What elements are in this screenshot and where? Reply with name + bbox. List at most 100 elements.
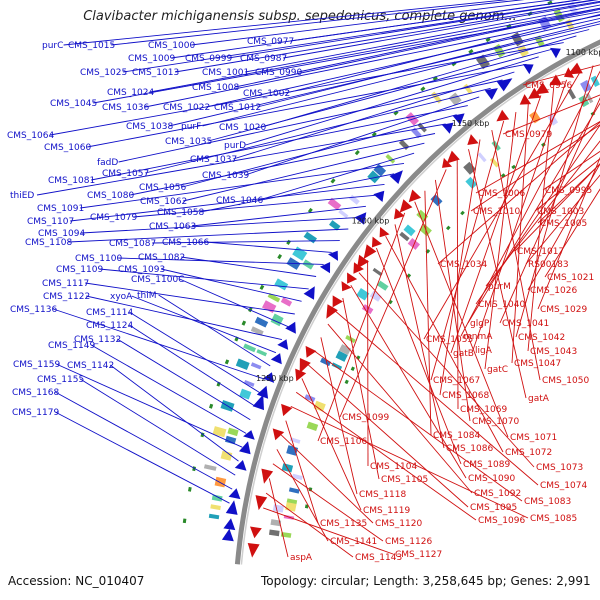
forward-gene-label[interactable]: CMS_1079	[90, 213, 137, 223]
forward-gene-label[interactable]: CMS_1082	[138, 253, 185, 263]
forward-gene-label[interactable]: CMS_1108	[25, 238, 72, 248]
reverse-gene-label[interactable]: CMS_0979	[505, 130, 552, 140]
reverse-gene-label[interactable]: CMS_1005	[540, 219, 587, 229]
reverse-gene-label[interactable]: CMS_1010	[473, 207, 520, 217]
reverse-gene-label[interactable]: CMS_1095	[470, 503, 517, 513]
reverse-gene-label[interactable]: CMS_1118	[359, 490, 406, 500]
forward-gene-label[interactable]: CMS_1087	[109, 239, 156, 249]
reverse-gene-label[interactable]: CMS_1070	[472, 417, 519, 427]
forward-gene-label[interactable]: CMS_1168	[12, 388, 59, 398]
forward-gene-label[interactable]: CMS_1100C	[131, 275, 184, 285]
forward-gene-label[interactable]: CMS_1109	[56, 265, 103, 275]
forward-gene-label[interactable]: CMS_1117	[42, 279, 89, 289]
reverse-gene-label[interactable]: CMS_1089	[463, 460, 510, 470]
forward-gene-label[interactable]: CMS_1149	[48, 341, 95, 351]
reverse-gene-label[interactable]: CMS_1067	[433, 376, 480, 386]
forward-gene-label[interactable]: CMS_1132	[74, 335, 121, 345]
forward-gene-label[interactable]: thiED	[10, 191, 34, 201]
reverse-gene-label[interactable]: CMS_1106	[320, 437, 367, 447]
reverse-gene-label[interactable]: CMS_1034	[440, 260, 487, 270]
forward-gene-label[interactable]: CMS_1009	[128, 54, 175, 64]
reverse-gene-label[interactable]: CMS_1141	[330, 537, 377, 547]
reverse-gene-label[interactable]: CMS_1073	[536, 463, 583, 473]
reverse-gene-label[interactable]: CMS_1029	[540, 305, 587, 315]
forward-gene-label[interactable]: CMS_1035	[165, 137, 212, 147]
forward-gene-label[interactable]: CMS_1064	[7, 131, 54, 141]
forward-gene-label[interactable]: CMS_1038	[126, 122, 173, 132]
reverse-gene-label[interactable]: CMS_1043	[530, 347, 577, 357]
forward-gene-label[interactable]: CMS_1142	[67, 361, 114, 371]
reverse-gene-label[interactable]: CMS_1092	[474, 489, 521, 499]
forward-gene-label[interactable]: CMS_1037	[190, 155, 237, 165]
forward-gene-label[interactable]: CMS_1057	[102, 169, 149, 179]
forward-gene-label[interactable]: CMS_1124	[86, 321, 133, 331]
forward-gene-label[interactable]: CMS_1081	[48, 176, 95, 186]
reverse-gene-label[interactable]: CMS_1126	[385, 537, 432, 547]
reverse-gene-label[interactable]: CMS_1143	[355, 553, 402, 563]
reverse-gene-label[interactable]: CMS_1071	[510, 433, 557, 443]
reverse-gene-label[interactable]: CMS_1096	[478, 516, 525, 526]
forward-gene-label[interactable]: purD	[224, 141, 246, 151]
reverse-gene-label[interactable]: CMS_1072	[505, 448, 552, 458]
forward-gene-label[interactable]: CMS_1036	[102, 103, 149, 113]
forward-gene-label[interactable]: purF	[181, 122, 201, 132]
forward-gene-label[interactable]: CMS_1046	[216, 196, 263, 206]
reverse-gene-label[interactable]: CMS_1119	[363, 506, 410, 516]
forward-gene-label[interactable]: CMS_1080	[87, 191, 134, 201]
reverse-gene-label[interactable]: CMS_0956	[525, 81, 572, 91]
forward-gene-label[interactable]: CMS_1000	[148, 41, 195, 51]
reverse-gene-label[interactable]: CMS_1127	[395, 550, 442, 560]
reverse-gene-label[interactable]: CMS_1003	[537, 207, 584, 217]
forward-gene-label[interactable]: CMS_1012	[214, 103, 261, 113]
reverse-gene-label[interactable]: glgP	[470, 319, 490, 329]
reverse-gene-label[interactable]: CMS_1006	[478, 189, 525, 199]
reverse-gene-label[interactable]: CMS_1083	[524, 497, 571, 507]
forward-gene-label[interactable]: CMS_1015	[68, 41, 115, 51]
reverse-gene-label[interactable]: CMS_1120	[375, 519, 422, 529]
forward-gene-label[interactable]: CMS_1024	[107, 88, 154, 98]
forward-gene-label[interactable]: CMS_1063	[149, 222, 196, 232]
forward-gene-label[interactable]: CMS_1122	[43, 292, 90, 302]
reverse-gene-label[interactable]: CMS_1050	[542, 376, 589, 386]
forward-gene-label[interactable]: CMS_1066	[162, 238, 209, 248]
reverse-gene-label[interactable]: CMS_1105	[381, 475, 428, 485]
forward-gene-label[interactable]: CMS_1045	[50, 99, 97, 109]
reverse-gene-label[interactable]: CMS_1074	[540, 481, 587, 491]
forward-gene-label[interactable]: CMS_1155	[37, 375, 84, 385]
forward-gene-label[interactable]: CMS_1060	[44, 143, 91, 153]
forward-gene-label[interactable]: CMS_1100	[75, 254, 122, 264]
reverse-gene-label[interactable]: CMS_1026	[530, 286, 577, 296]
reverse-gene-label[interactable]: CMS_1135	[320, 519, 367, 529]
reverse-gene-label[interactable]: CMS_1040	[478, 300, 525, 310]
reverse-gene-label[interactable]: purM	[488, 282, 511, 292]
reverse-gene-label[interactable]: CMS_1086	[446, 444, 493, 454]
forward-gene-label[interactable]: CMS_1159	[13, 360, 60, 370]
reverse-gene-label[interactable]: CMS_1085	[530, 514, 577, 524]
reverse-gene-label[interactable]: CMS_1017	[517, 247, 564, 257]
forward-gene-label[interactable]: xyoA	[110, 292, 133, 302]
reverse-gene-label[interactable]: gatB	[453, 349, 474, 359]
reverse-gene-label[interactable]: CMS_1104	[370, 462, 417, 472]
reverse-gene-label[interactable]: CMS_0995	[545, 186, 592, 196]
reverse-gene-label[interactable]: CMS_1099	[342, 413, 389, 423]
forward-gene-label[interactable]: CMS_1136	[10, 305, 57, 315]
forward-gene-label[interactable]: CMS_1002	[243, 89, 290, 99]
reverse-gene-label[interactable]: CMS_1041	[502, 319, 549, 329]
reverse-gene-label[interactable]: RS00183	[528, 260, 569, 270]
forward-gene-label[interactable]: CMS_0990	[255, 68, 302, 78]
forward-gene-label[interactable]: CMS_1107	[27, 217, 74, 227]
forward-gene-label[interactable]: CMS_1025	[80, 68, 127, 78]
reverse-gene-label[interactable]: CMS_1069	[460, 405, 507, 415]
forward-gene-label[interactable]: CMS_1179	[12, 408, 59, 418]
forward-gene-label[interactable]: CMS_1039	[202, 171, 249, 181]
forward-gene-label[interactable]: CMS_1013	[132, 68, 179, 78]
forward-gene-label[interactable]: CMS_0999	[185, 54, 232, 64]
forward-gene-label[interactable]: CMS_1062	[140, 197, 187, 207]
forward-gene-label[interactable]: CMS_1056	[139, 183, 186, 193]
reverse-gene-label[interactable]: CMS_1068	[442, 391, 489, 401]
reverse-gene-label[interactable]: CMS_1055	[426, 335, 473, 345]
reverse-gene-label[interactable]: gatA	[528, 394, 550, 404]
reverse-gene-label[interactable]: CMS_1090	[468, 474, 515, 484]
forward-gene-label[interactable]: CMS_1093	[118, 265, 165, 275]
